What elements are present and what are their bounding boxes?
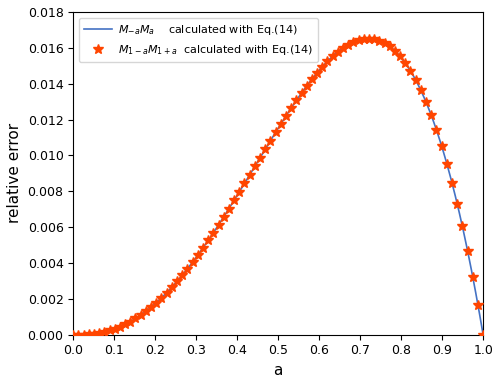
$M_{-a}M_{a}$    calculated with Eq.(14)	[471, 281, 477, 286]
$M_{1-a}M_{1+a}$  calculated with Eq.(14)	[480, 333, 486, 337]
$M_{-a}M_{a}$    calculated with Eq.(14)	[365, 36, 371, 41]
Line: $M_{1-a}M_{1+a}$  calculated with Eq.(14): $M_{1-a}M_{1+a}$ calculated with Eq.(14)	[68, 34, 488, 340]
$M_{1-a}M_{1+a}$  calculated with Eq.(14)	[320, 64, 326, 69]
Y-axis label: relative error: relative error	[7, 123, 22, 223]
$M_{1-a}M_{1+a}$  calculated with Eq.(14)	[252, 164, 258, 169]
$M_{-a}M_{a}$    calculated with Eq.(14)	[314, 70, 320, 75]
X-axis label: a: a	[274, 363, 283, 378]
$M_{-a}M_{a}$    calculated with Eq.(14)	[268, 139, 274, 143]
$M_{1-a}M_{1+a}$  calculated with Eq.(14)	[335, 49, 341, 54]
$M_{1-a}M_{1+a}$  calculated with Eq.(14)	[70, 333, 76, 337]
Legend: $M_{-a}M_{a}$    calculated with Eq.(14), $M_{1-a}M_{1+a}$  calculated with Eq.(: $M_{-a}M_{a}$ calculated with Eq.(14), $…	[79, 17, 318, 62]
$M_{-a}M_{a}$    calculated with Eq.(14)	[70, 333, 76, 337]
$M_{-a}M_{a}$    calculated with Eq.(14)	[407, 68, 413, 72]
$M_{1-a}M_{1+a}$  calculated with Eq.(14)	[314, 70, 320, 75]
$M_{1-a}M_{1+a}$  calculated with Eq.(14)	[366, 36, 372, 41]
$M_{1-a}M_{1+a}$  calculated with Eq.(14)	[350, 40, 356, 44]
$M_{-a}M_{a}$    calculated with Eq.(14)	[265, 142, 271, 147]
$M_{1-a}M_{1+a}$  calculated with Eq.(14)	[438, 144, 444, 148]
Line: $M_{-a}M_{a}$    calculated with Eq.(14): $M_{-a}M_{a}$ calculated with Eq.(14)	[73, 38, 483, 335]
$M_{-a}M_{a}$    calculated with Eq.(14)	[292, 100, 298, 105]
$M_{-a}M_{a}$    calculated with Eq.(14)	[480, 333, 486, 337]
